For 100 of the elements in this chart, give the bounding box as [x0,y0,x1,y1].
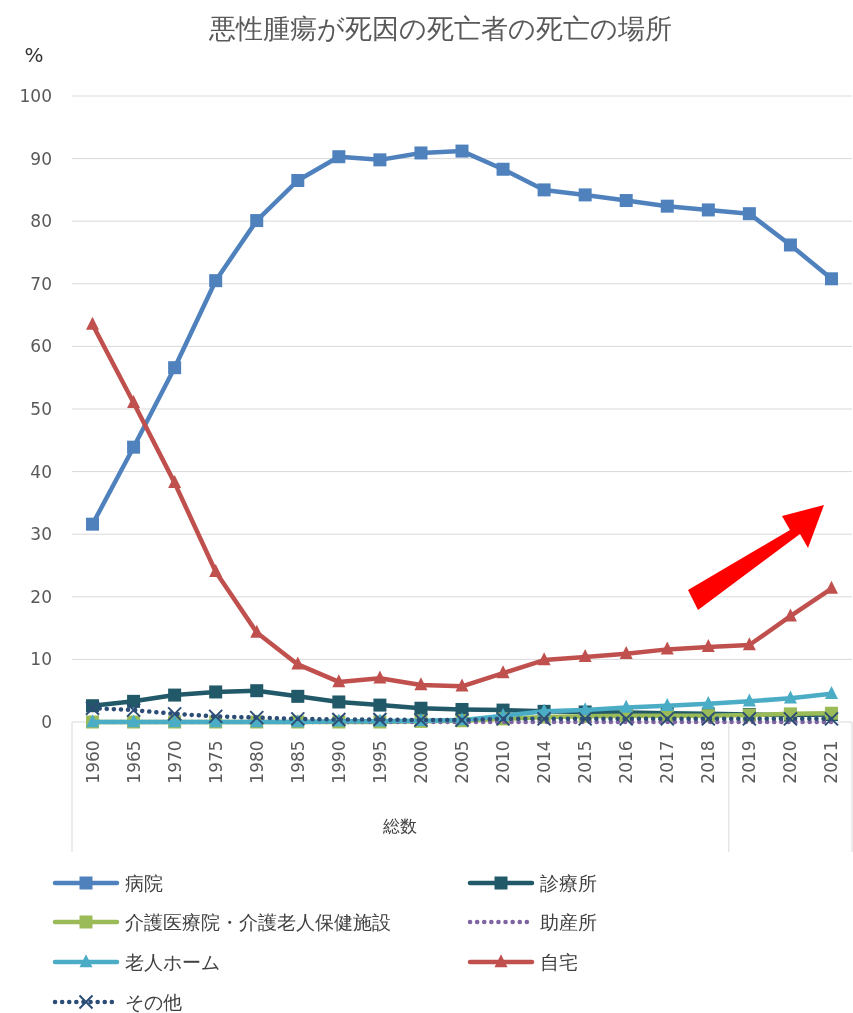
x-tick-label: 1980 [246,740,267,784]
point [332,674,346,688]
point [537,183,551,197]
x-tick-label: 2005 [452,740,472,784]
point [823,711,839,727]
point [701,639,715,653]
y-tick-label: 10 [30,649,52,670]
x-tick-label: 1985 [287,740,308,784]
y-tick-label: 40 [30,461,52,482]
point [168,688,182,702]
y-tick-label: 30 [30,524,52,545]
x-tick-label: 1970 [164,740,185,784]
point [455,144,469,158]
legend-label: 介護医療院・介護老人保健施設 [125,911,391,933]
x-tick-label: 2021 [821,740,842,784]
point [496,162,510,176]
x-tick-label: 1975 [205,740,226,784]
point [208,708,224,724]
y-tick-label: 60 [30,336,52,357]
point [209,563,223,577]
point [701,696,715,710]
point [618,711,634,727]
point [577,711,593,727]
point [496,665,510,679]
point [578,649,592,663]
point [414,677,428,691]
point [291,174,305,188]
legend-label: 病院 [125,872,163,894]
point [700,711,716,727]
point [414,146,428,160]
point [619,645,633,659]
point [742,207,756,221]
y-tick-label: 0 [41,712,52,732]
point [619,194,633,208]
point [578,188,592,202]
y-tick-label: 50 [30,399,52,419]
y-tick-label: 90 [30,148,52,169]
x-tick-label: 2015 [575,740,596,784]
point [127,440,141,454]
legend-label: 老人ホーム [125,951,220,973]
y-tick-label: 100 [19,86,52,106]
point [741,711,757,727]
point [291,656,305,670]
x-tick-label: 2016 [616,740,637,784]
point [414,701,428,715]
point [167,706,183,722]
point [332,150,346,164]
x-tick-label: 2020 [780,740,801,784]
point [659,711,675,727]
x-tick-label: 2014 [534,740,555,784]
chart-title: 悪性腫瘍が死因の死亡者の死亡の場所 [207,13,672,44]
point [126,702,142,718]
point [209,685,223,699]
legend-label: 自宅 [540,951,578,973]
point [742,637,756,651]
point [619,699,633,713]
x-tick-label: 2000 [410,740,431,784]
x-tick-label: 2018 [698,740,719,784]
point [127,394,141,408]
point [742,693,756,707]
x-tick-label: 1995 [369,740,390,784]
point [782,711,798,727]
y-tick-label: 20 [30,586,52,607]
point [373,698,387,712]
y-tick-label: 70 [30,273,52,294]
point [783,238,797,252]
point [660,199,674,213]
legend-label: 診療所 [540,872,597,894]
x-tick-label: 1990 [328,740,349,784]
point [86,517,100,531]
point [250,214,264,228]
point [291,689,305,703]
point [660,697,674,711]
x-tick-label: 2010 [493,740,514,784]
point [455,678,469,692]
point [373,670,387,684]
legend-label: 助産所 [540,911,597,933]
point [660,641,674,655]
point [824,686,838,700]
y-tick-label: 80 [30,211,52,232]
y-axis-title: % [24,43,44,67]
point [168,361,182,375]
point [783,690,797,704]
point [250,684,264,698]
point [701,203,715,217]
x-tick-label: 2017 [657,740,678,784]
point [209,274,223,288]
point [249,710,265,726]
x-tick-label: 1960 [82,740,103,784]
point [824,272,838,286]
point [86,316,100,330]
x-tick-label: 2019 [739,740,760,784]
x-tick-label: 1965 [123,740,144,784]
point [373,153,387,167]
legend-label: その他 [125,991,182,1013]
point [168,475,182,489]
point [537,652,551,666]
text: 総数 [382,816,418,836]
point [332,695,346,709]
point [250,624,264,638]
